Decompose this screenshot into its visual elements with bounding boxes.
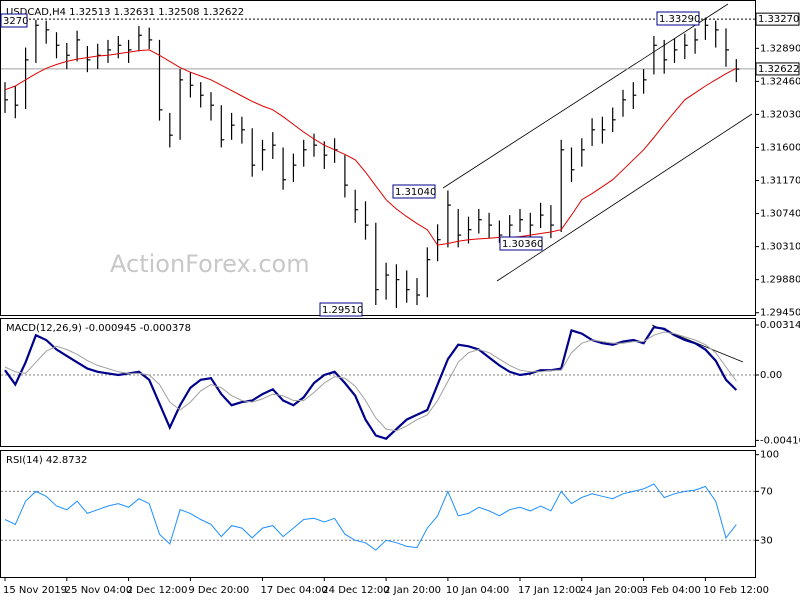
x-tick-label: 2 Jan 20:00 xyxy=(384,585,441,596)
price-label-box xyxy=(755,62,800,76)
macd-panel xyxy=(0,318,756,447)
y-tick-label: -0.004108 xyxy=(760,435,800,446)
annotations: 1.33290 1.31040 1.30360 1.29510 3270 xyxy=(0,11,700,317)
x-tick-label: 9 Dec 20:00 xyxy=(188,585,249,596)
y-tick-label: 1.29450 xyxy=(760,308,800,319)
y-tick-label: 1.30310 xyxy=(760,242,800,253)
x-tick-label: 3 Feb 04:00 xyxy=(642,585,701,596)
annotation-box xyxy=(499,236,543,251)
x-tick-label: 24 Jan 20:00 xyxy=(580,585,643,596)
annotation: 1.30360 xyxy=(502,239,543,250)
x-tick-label: 24 Dec 12:00 xyxy=(322,585,389,596)
y-tick-label: 30 xyxy=(760,535,773,546)
macd-title: MACD(12,26,9) -0.000945 -0.000378 xyxy=(6,323,191,334)
x-tick-label: 17 Dec 04:00 xyxy=(261,585,328,596)
line xyxy=(4,49,737,246)
line xyxy=(4,483,737,551)
annotation: 3270 xyxy=(3,16,28,27)
y-tick-label: 1.32030 xyxy=(760,109,800,120)
annotation-box xyxy=(392,184,436,199)
price-label: 1.33270 xyxy=(758,14,799,25)
y-tick-label: 70 xyxy=(760,486,773,497)
price-label-box xyxy=(755,12,800,26)
x-tick-label: 10 Feb 12:00 xyxy=(703,585,769,596)
annotation-box xyxy=(656,11,700,26)
y-tick-label: 0.00 xyxy=(760,370,782,381)
annotation: 1.33290 xyxy=(659,14,700,25)
y-tick-label: 1.31170 xyxy=(760,176,800,187)
x-tick-label: 10 Jan 04:00 xyxy=(446,585,509,596)
rsi-panel xyxy=(0,450,756,578)
channel-line xyxy=(496,113,753,282)
x-tick-label: 2 Dec 12:00 xyxy=(127,585,188,596)
annotation-box xyxy=(319,302,363,317)
price-label: 1.32622 xyxy=(758,64,799,75)
annotation-box xyxy=(0,13,28,28)
watermark: ActionForex.com xyxy=(110,250,310,278)
y-tick-label: 1.30740 xyxy=(760,209,800,220)
line xyxy=(4,326,738,440)
rsi-title: RSI(14) 42.8732 xyxy=(6,455,87,466)
y-tick-label: 1.32890 xyxy=(760,43,800,54)
y-tick-label: 100 xyxy=(760,450,779,461)
y-tick-label: 1.29880 xyxy=(760,275,800,286)
price-title: USDCAD,H4 1.32513 1.32631 1.32508 1.3262… xyxy=(6,7,244,18)
x-tick-label: 15 Nov 2019 xyxy=(3,585,67,596)
line xyxy=(4,331,737,432)
x-tick-label: 25 Nov 04:00 xyxy=(65,585,132,596)
annotation: 1.31040 xyxy=(395,187,436,198)
y-tick-label: 1.31600 xyxy=(760,142,800,153)
x-tick-label: 17 Jan 12:00 xyxy=(518,585,581,596)
y-tick-label: 0.00314 xyxy=(760,320,800,331)
y-tick-label: 1.32460 xyxy=(760,76,800,87)
channel-line xyxy=(442,3,729,189)
annotation: 1.29510 xyxy=(322,305,363,316)
